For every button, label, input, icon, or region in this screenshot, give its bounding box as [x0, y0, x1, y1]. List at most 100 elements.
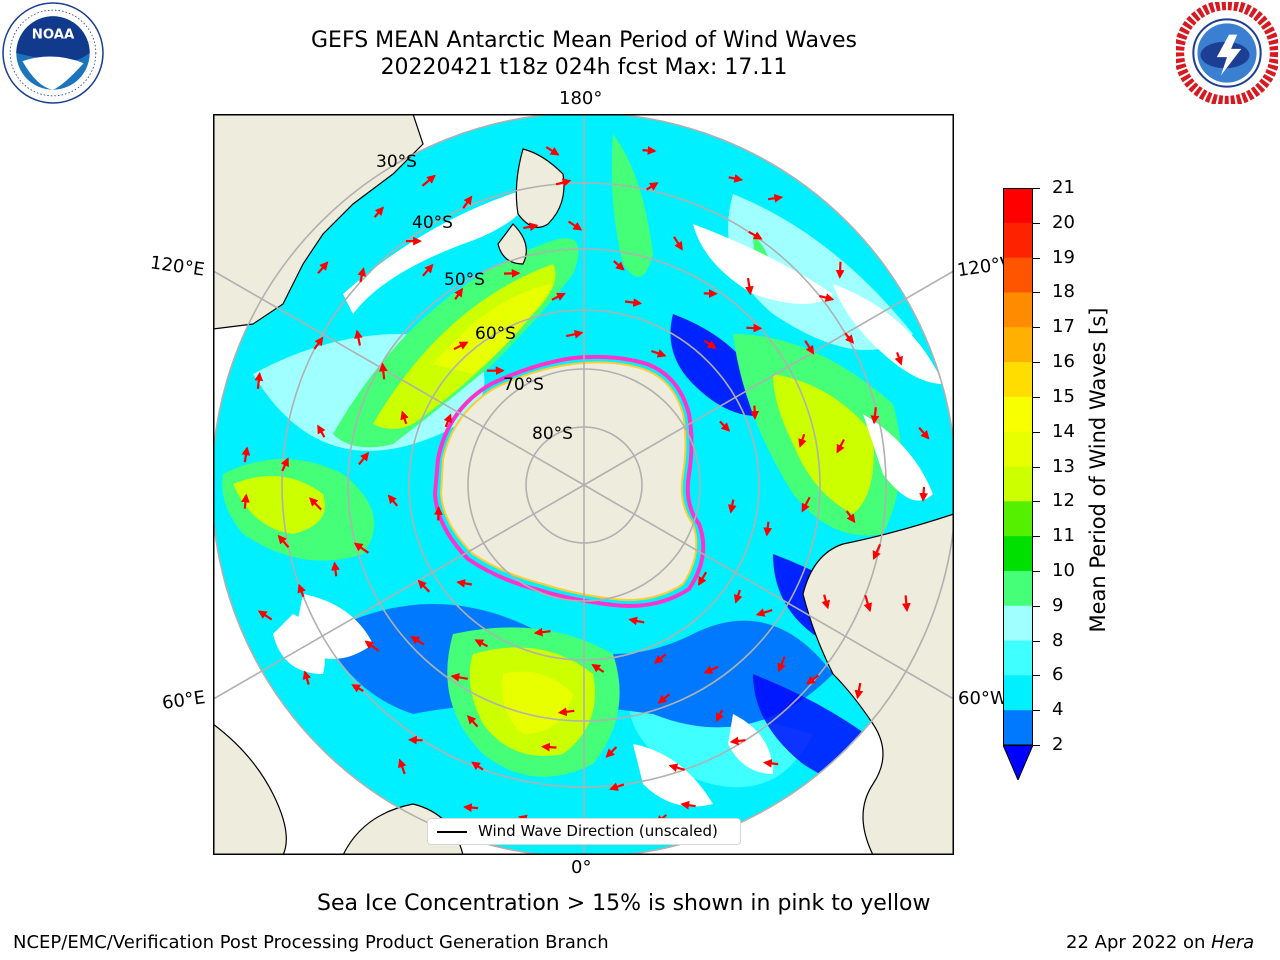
- colorbar-tick-label: 8: [1052, 629, 1064, 651]
- wind-wave-arrow: [241, 446, 251, 463]
- colorbar-band: [1003, 292, 1033, 328]
- wind-wave-arrow: [744, 277, 754, 296]
- wind-wave-arrow: [727, 499, 737, 514]
- wind-wave-arrow: [680, 800, 696, 810]
- wind-wave-arrow: [454, 287, 463, 300]
- wind-wave-arrow: [798, 433, 807, 448]
- wind-wave-arrows: [241, 146, 930, 825]
- wind-wave-arrow: [474, 639, 489, 648]
- wind-wave-arrow: [471, 761, 484, 771]
- noaa-logo: NOAA: [2, 2, 104, 104]
- land-masses: [213, 114, 954, 855]
- wind-wave-arrow: [806, 674, 820, 685]
- wind-wave-arrow: [317, 424, 326, 438]
- wind-wave-arrow: [463, 803, 479, 812]
- wind-wave-arrow: [462, 195, 473, 209]
- wind-wave-arrow: [733, 589, 743, 604]
- colorbar-tick-mark: [1033, 362, 1040, 364]
- wind-wave-arrow: [894, 352, 903, 366]
- colorbar-tick-label: 2: [1052, 734, 1064, 755]
- wind-wave-arrow: [421, 174, 436, 187]
- wind-wave-arrow: [729, 736, 746, 746]
- colorbar-tick-label: 9: [1052, 594, 1064, 616]
- wind-wave-arrow: [545, 146, 560, 156]
- lat-label-30s: 30°S: [376, 152, 417, 172]
- wind-wave-arrow: [657, 693, 671, 704]
- map-legend: Wind Wave Direction (unscaled): [427, 818, 741, 845]
- wind-wave-arrow: [673, 236, 683, 251]
- wind-wave-arrow: [313, 336, 324, 350]
- colorbar-band: [1003, 431, 1033, 467]
- wind-wave-arrow: [763, 521, 773, 537]
- colorbar-tick-label: 21: [1052, 177, 1075, 198]
- colorbar-tick-label: 16: [1052, 351, 1075, 373]
- wind-wave-arrow: [400, 410, 409, 425]
- colorbar-tick-mark: [1033, 327, 1040, 329]
- wind-wave-arrow: [422, 263, 434, 277]
- colorbar-band: [1003, 710, 1033, 746]
- lon-label-60e: 60°E: [160, 687, 207, 714]
- graticule: [213, 114, 954, 855]
- wind-wave-arrow: [523, 222, 539, 232]
- wind-wave-arrow: [653, 653, 667, 664]
- wind-wave-arrow: [434, 506, 443, 521]
- wind-wave-arrow: [364, 640, 380, 652]
- colorbar: [1003, 188, 1033, 780]
- wind-wave-arrow: [719, 420, 731, 432]
- wind-wave-arrow: [651, 349, 667, 358]
- wind-wave-arrow: [354, 329, 363, 346]
- colorbar-tick-mark: [1033, 570, 1040, 572]
- wind-wave-arrow: [836, 438, 845, 454]
- wind-wave-arrow: [746, 323, 763, 333]
- wind-wave-arrow: [613, 260, 625, 271]
- wind-wave-arrow: [763, 759, 779, 768]
- colorbar-band: [1003, 640, 1033, 676]
- wind-wave-arrow: [728, 174, 744, 183]
- colorbar-band: [1003, 327, 1033, 363]
- polar-map: [213, 114, 954, 855]
- wind-wave-arrow: [919, 486, 928, 502]
- wind-wave-arrow: [357, 267, 367, 283]
- colorbar-band: [1003, 536, 1033, 572]
- wind-wave-arrow: [398, 758, 407, 775]
- chart-subtitle: 20220421 t18z 024h fcst Max: 17.11: [380, 55, 788, 80]
- wind-wave-arrow: [358, 451, 370, 466]
- colorbar-tick-mark: [1033, 605, 1040, 607]
- colorbar-label: Mean Period of Wind Waves [s]: [1086, 307, 1110, 633]
- wind-wave-arrow: [767, 193, 784, 203]
- wind-wave-arrow: [870, 407, 880, 425]
- wind-wave-arrow: [387, 494, 399, 507]
- colorbar-tick-mark: [1033, 501, 1040, 503]
- wind-wave-arrow: [777, 656, 786, 673]
- wind-wave-arrow: [456, 579, 472, 588]
- colorbar-band: [1003, 362, 1033, 398]
- wind-wave-arrow: [748, 230, 763, 240]
- wind-wave-arrow: [257, 610, 273, 621]
- footer-credit: NCEP/EMC/Verification Post Processing Pr…: [13, 932, 609, 953]
- wind-wave-arrow: [642, 146, 657, 155]
- wind-wave-arrow: [698, 571, 708, 586]
- colorbar-tick-mark: [1033, 745, 1040, 746]
- lat-label-70s: 70°S: [503, 375, 544, 395]
- colorbar-tick-label: 18: [1052, 281, 1075, 303]
- wind-wave-arrow: [901, 595, 911, 613]
- colorbar-tick-mark: [1033, 466, 1040, 468]
- colorbar-extend-arrow: [1003, 744, 1033, 780]
- wind-wave-arrow: [453, 341, 469, 351]
- lon-label-0: 0°: [571, 857, 592, 878]
- colorbar-band: [1003, 675, 1033, 711]
- colorbar-tick-label: 17: [1052, 316, 1075, 338]
- wind-wave-arrow: [331, 561, 340, 577]
- wind-wave-arrow: [835, 261, 845, 279]
- legend-label: Wind Wave Direction (unscaled): [478, 822, 718, 840]
- wind-wave-arrow: [551, 292, 566, 301]
- lat-label-80s: 80°S: [532, 424, 573, 444]
- colorbar-tick-mark: [1033, 640, 1040, 642]
- legend-line-sample: [437, 831, 467, 833]
- wind-wave-arrow: [628, 616, 645, 626]
- wind-wave-arrow: [533, 627, 551, 637]
- wind-wave-arrow: [241, 493, 250, 509]
- colorbar-tick-label: 6: [1052, 664, 1064, 686]
- wind-wave-arrow: [845, 510, 856, 524]
- wind-wave-arrow: [750, 405, 760, 420]
